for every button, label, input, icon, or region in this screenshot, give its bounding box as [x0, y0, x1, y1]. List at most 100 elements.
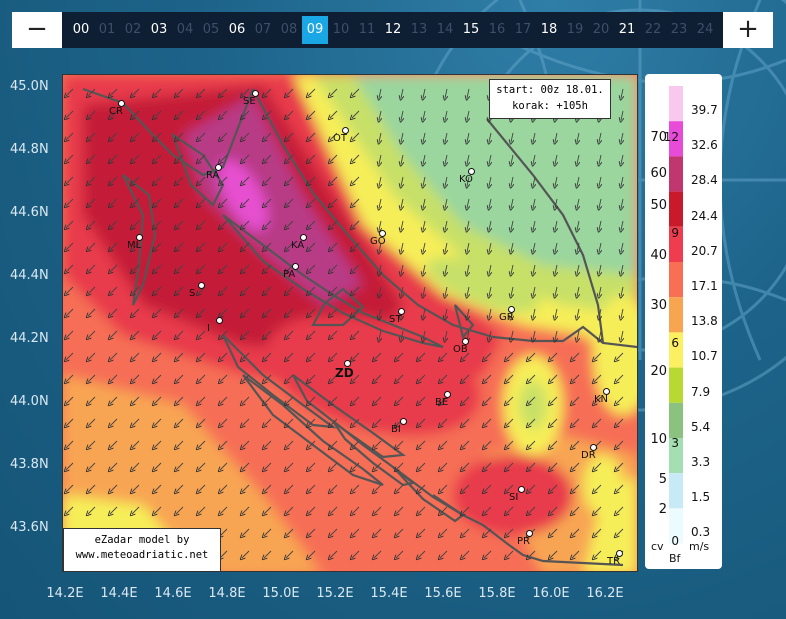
wind-arrow [176, 506, 184, 514]
wind-arrow [220, 220, 228, 228]
hour-11[interactable]: 11 [358, 22, 376, 37]
wind-arrow [550, 506, 558, 514]
wind-arrow [66, 440, 74, 448]
wind-arrow [220, 396, 228, 404]
hour-17[interactable]: 17 [514, 22, 532, 37]
wind-arrow [264, 484, 272, 492]
wind-arrow [599, 286, 601, 296]
wind-zone [519, 381, 547, 429]
wind-arrow [467, 264, 469, 274]
wind-arrow [330, 352, 338, 360]
hour-24[interactable]: 24 [696, 22, 714, 37]
wind-arrow [198, 176, 206, 184]
wind-arrow [176, 110, 184, 118]
wind-arrow [616, 484, 624, 492]
wind-arrow [308, 506, 316, 514]
hour-03[interactable]: 03 [150, 22, 168, 37]
wind-arrow [445, 264, 447, 274]
wind-arrow [555, 132, 557, 142]
legend-swatch [669, 86, 683, 122]
wind-arrow [264, 220, 272, 228]
wind-arrow [132, 374, 140, 382]
wind-arrow [352, 418, 360, 426]
wind-arrow [220, 550, 228, 558]
wind-arrow [264, 462, 272, 470]
wind-arrow [528, 352, 536, 360]
hour-06[interactable]: 06 [228, 22, 246, 37]
wind-arrow [440, 528, 448, 536]
hour-20[interactable]: 20 [592, 22, 610, 37]
wind-arrow [330, 330, 338, 338]
hour-15[interactable]: 15 [462, 22, 480, 37]
hour-04[interactable]: 04 [176, 22, 194, 37]
wind-arrow [440, 396, 448, 404]
wind-arrow [506, 506, 514, 514]
wind-arrow [330, 396, 338, 404]
city-label: CR [109, 106, 123, 117]
wind-arrow [110, 154, 118, 162]
next-hour-button[interactable]: + [723, 12, 773, 48]
wind-arrow [330, 154, 338, 162]
wind-arrow [511, 220, 513, 230]
wind-arrow [374, 418, 382, 426]
city-marker [616, 550, 623, 557]
wind-arrow [555, 330, 557, 340]
wind-arrow [88, 264, 96, 272]
wind-arrow [533, 132, 535, 142]
hour-19[interactable]: 19 [566, 22, 584, 37]
wind-arrow [154, 286, 162, 294]
wind-arrow [66, 264, 74, 272]
wind-arrow [401, 154, 403, 164]
wind-arrow [528, 484, 536, 492]
hour-22[interactable]: 22 [644, 22, 662, 37]
wind-arrow [110, 352, 118, 360]
hour-16[interactable]: 16 [488, 22, 506, 37]
wind-arrow [379, 264, 381, 274]
wind-arrow [599, 132, 601, 142]
wind-arrow [88, 506, 96, 514]
legend-kn-label: 10 [650, 432, 667, 447]
hour-18[interactable]: 18 [540, 22, 558, 37]
hour-05[interactable]: 05 [202, 22, 220, 37]
hour-07[interactable]: 07 [254, 22, 272, 37]
wind-arrow [264, 176, 272, 184]
hour-00[interactable]: 00 [72, 22, 90, 37]
wind-arrow [132, 440, 140, 448]
city-label: SI [509, 492, 519, 503]
wind-arrow [132, 462, 140, 470]
wind-arrow [198, 308, 206, 316]
hour-14[interactable]: 14 [436, 22, 454, 37]
legend-bf-label: 6 [671, 336, 679, 350]
hour-23[interactable]: 23 [670, 22, 688, 37]
wind-arrow [379, 198, 381, 208]
wind-arrow [467, 242, 469, 252]
legend-swatch [669, 332, 683, 368]
hour-02[interactable]: 02 [124, 22, 142, 37]
wind-arrow [154, 440, 162, 448]
hour-10[interactable]: 10 [332, 22, 350, 37]
hour-21[interactable]: 21 [618, 22, 636, 37]
previous-hour-button[interactable]: − [12, 12, 62, 48]
hour-12[interactable]: 12 [384, 22, 402, 37]
hour-13[interactable]: 13 [410, 22, 428, 37]
hour-09[interactable]: 09 [302, 16, 328, 44]
wind-arrow [330, 418, 338, 426]
wind-arrow [401, 330, 403, 340]
wind-arrow [88, 484, 96, 492]
wind-arrow [242, 374, 250, 382]
wind-zone [583, 455, 623, 515]
wind-zone [217, 159, 269, 231]
legend-ms-label: 20.7 [691, 243, 718, 258]
wind-arrow [308, 550, 316, 558]
wind-arrow [330, 528, 338, 536]
wind-arrow [577, 154, 579, 164]
wind-arrow [352, 154, 360, 162]
hour-08[interactable]: 08 [280, 22, 298, 37]
wind-arrow [308, 264, 316, 272]
wind-arrow [484, 418, 492, 426]
wind-arrow [242, 396, 250, 404]
wind-map[interactable]: start: 00z 18.01. korak: +105h eZadar mo… [62, 74, 638, 572]
hour-01[interactable]: 01 [98, 22, 116, 37]
wind-arrow [220, 440, 228, 448]
wind-arrow [198, 198, 206, 206]
